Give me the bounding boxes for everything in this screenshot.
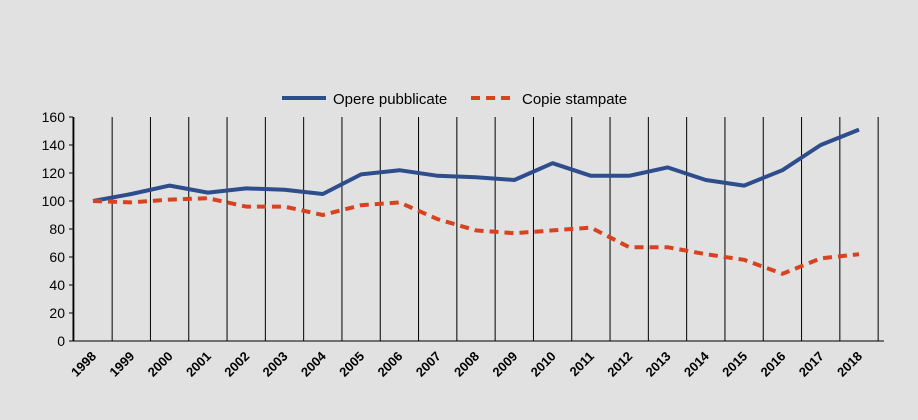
x-tick-label: 2005 bbox=[336, 349, 367, 380]
x-tick-label: 2000 bbox=[145, 349, 176, 380]
series-lines bbox=[92, 127, 860, 276]
x-tick-label: 2003 bbox=[260, 349, 291, 380]
y-tick-label: 60 bbox=[49, 249, 65, 265]
y-tick-label: 140 bbox=[42, 137, 66, 153]
x-tick-label: 2009 bbox=[489, 349, 520, 380]
y-tick-label: 0 bbox=[57, 333, 65, 349]
series-line-1 bbox=[92, 127, 860, 203]
x-tick-label: 2013 bbox=[643, 349, 674, 380]
x-tick-label: 2001 bbox=[183, 349, 214, 380]
series-line-2 bbox=[92, 196, 860, 276]
x-tick-label: 2007 bbox=[413, 349, 444, 380]
x-tick-label: 2011 bbox=[566, 349, 597, 380]
legend-item-series-2: Copie stampate bbox=[471, 91, 627, 108]
x-tick-label: 2012 bbox=[604, 349, 635, 380]
x-tick-label: 2004 bbox=[298, 348, 330, 380]
x-tick-label: 2002 bbox=[221, 349, 252, 380]
x-tick-label: 2016 bbox=[757, 349, 788, 380]
y-tick-label: 80 bbox=[49, 221, 65, 237]
x-tick-label: 2010 bbox=[528, 349, 559, 380]
x-tick-label: 2014 bbox=[681, 348, 713, 380]
x-tick-label: 2006 bbox=[374, 349, 405, 380]
x-tick-label: 2017 bbox=[796, 349, 827, 380]
x-tick-label: 2015 bbox=[719, 349, 750, 380]
x-tick-label: 1999 bbox=[106, 349, 137, 380]
y-tick-label: 20 bbox=[49, 305, 65, 321]
legend-label-series-1: Opere pubblicate bbox=[333, 91, 447, 108]
y-axis-ticks: 0 20 40 60 80 100 120 140 160 bbox=[42, 109, 73, 349]
y-tick-label: 160 bbox=[42, 109, 66, 125]
legend: Opere pubblicate Copie stampate bbox=[282, 91, 627, 108]
x-axis-ticks: 1998 1999 2000 2001 2002 2003 2004 2005 2006 2007… bbox=[68, 348, 865, 380]
y-tick-label: 100 bbox=[42, 193, 66, 209]
x-tick-label: 2018 bbox=[834, 349, 865, 380]
legend-item-series-1: Opere pubblicate bbox=[282, 91, 447, 108]
x-tick-label: 1998 bbox=[68, 349, 99, 380]
legend-label-series-2: Copie stampate bbox=[522, 91, 627, 108]
y-tick-label: 40 bbox=[49, 277, 65, 293]
x-tick-label: 2008 bbox=[451, 349, 482, 380]
y-tick-label: 120 bbox=[42, 165, 66, 181]
